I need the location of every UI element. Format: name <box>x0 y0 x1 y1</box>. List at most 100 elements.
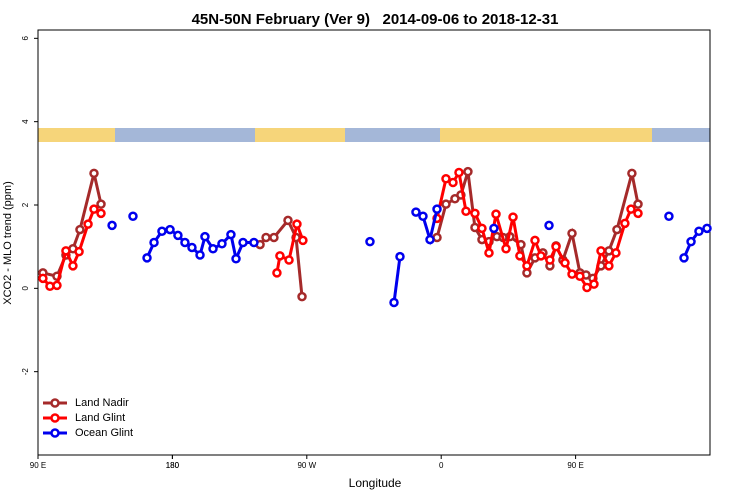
point <box>567 228 577 239</box>
point <box>128 211 138 221</box>
point <box>365 236 375 247</box>
point <box>470 208 480 219</box>
x-tick-label: 180 <box>166 461 180 470</box>
point <box>96 199 106 209</box>
point <box>694 226 704 236</box>
point <box>411 207 421 217</box>
legend-label: Land Nadir <box>75 397 129 409</box>
point <box>596 246 606 256</box>
point <box>217 239 227 249</box>
point <box>142 253 152 263</box>
point <box>74 246 84 257</box>
point <box>173 230 183 241</box>
point <box>157 226 167 236</box>
x-axis-label: Longitude <box>349 476 402 490</box>
point <box>489 223 499 234</box>
point <box>275 251 285 261</box>
point <box>620 218 630 229</box>
point <box>298 235 308 246</box>
point <box>515 251 525 261</box>
point <box>75 224 85 235</box>
point <box>463 166 473 177</box>
legend-marker <box>50 413 60 423</box>
point <box>612 224 622 235</box>
chart-title: 45N-50N February (Ver 9) 2014-09-06 to 2… <box>192 11 559 28</box>
point <box>238 237 248 248</box>
point <box>633 199 643 209</box>
point <box>180 237 190 248</box>
point <box>418 211 428 221</box>
point <box>272 268 282 278</box>
map-strip <box>38 128 710 142</box>
y-tick-label: -2 <box>21 368 30 376</box>
point <box>52 280 62 291</box>
point <box>187 242 197 253</box>
point <box>249 237 259 248</box>
point <box>68 261 78 271</box>
y-tick-label: 2 <box>21 202 30 207</box>
point <box>261 232 271 243</box>
point <box>582 282 592 293</box>
point <box>269 232 279 243</box>
point <box>208 244 218 254</box>
point <box>107 220 117 231</box>
point <box>284 255 294 265</box>
point <box>633 208 643 219</box>
point <box>461 206 471 216</box>
point <box>567 269 577 279</box>
y-tick-label: 0 <box>21 286 30 291</box>
point <box>195 250 205 260</box>
point <box>448 177 458 188</box>
point <box>501 244 511 254</box>
x-tick-label: 90 E <box>30 461 46 470</box>
point <box>441 174 451 184</box>
point <box>297 291 307 302</box>
point <box>425 234 435 245</box>
point <box>611 248 621 258</box>
point <box>545 255 555 265</box>
point <box>491 209 501 219</box>
point <box>395 251 405 262</box>
point <box>589 279 599 289</box>
point <box>89 204 99 214</box>
y-tick-label: 6 <box>21 36 30 41</box>
legend-marker <box>50 428 60 438</box>
point <box>484 248 494 258</box>
point <box>292 219 302 229</box>
point <box>626 204 636 214</box>
point <box>686 236 696 247</box>
point <box>226 229 236 240</box>
x-tick-label: 90 E <box>567 461 583 470</box>
point <box>231 254 241 264</box>
point <box>604 261 614 271</box>
x-tick-label: 90 W <box>297 461 316 470</box>
point <box>664 211 674 221</box>
point <box>283 215 293 226</box>
point <box>432 204 442 214</box>
point <box>536 251 546 261</box>
point <box>454 167 464 178</box>
y-axis-label: XCO2 - MLO trend (ppm) <box>2 181 14 304</box>
point <box>627 168 637 179</box>
point <box>200 231 210 242</box>
point <box>679 253 689 263</box>
point <box>522 261 532 271</box>
point <box>530 235 540 246</box>
point <box>551 241 561 252</box>
point <box>508 212 518 222</box>
point <box>575 271 585 281</box>
point <box>560 258 570 268</box>
x-tick-label: 180 <box>166 461 180 470</box>
legend-label: Land Glint <box>75 412 125 424</box>
series-line <box>392 256 402 303</box>
point <box>96 208 106 219</box>
point <box>89 168 99 179</box>
point <box>165 224 175 235</box>
point <box>441 199 451 209</box>
point <box>477 223 487 234</box>
point <box>702 223 712 234</box>
legend-label: Ocean Glint <box>75 427 133 439</box>
point <box>83 219 93 229</box>
point <box>38 273 48 284</box>
